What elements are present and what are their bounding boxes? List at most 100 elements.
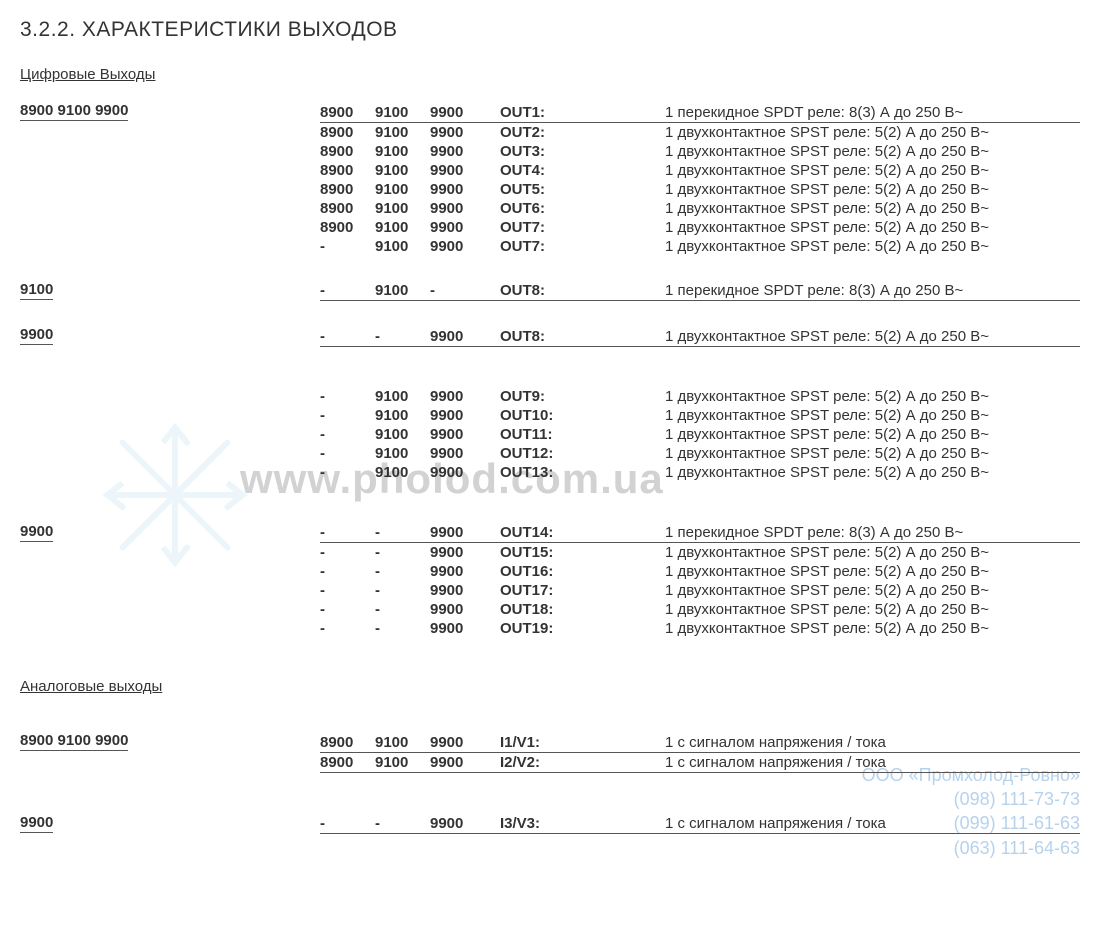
group-cell [20, 752, 320, 772]
table-row: -91009900OUT11:1 двухконтактное SPST рел… [20, 425, 1080, 444]
col-3-cell: 9900 [430, 325, 500, 346]
table-row: 8900 9100 9900890091009900OUT1:1 перекид… [20, 101, 1080, 122]
col-out-cell: OUT7: [500, 237, 665, 256]
col-out-cell: OUT16: [500, 562, 665, 581]
digital-outputs-table: 8900 9100 9900890091009900OUT1:1 перекид… [20, 101, 1080, 638]
col-desc-cell: 1 с сигналом напряжения / тока [665, 813, 1080, 834]
col-desc-cell: 1 двухконтактное SPST реле: 5(2) А до 25… [665, 463, 1080, 482]
col-1-cell: 8900 [320, 218, 375, 237]
col-1-cell: - [320, 406, 375, 425]
col-2-cell: - [375, 813, 430, 834]
col-1-cell: 8900 [320, 122, 375, 142]
group-cell: 9900 [20, 325, 320, 346]
col-3-cell: 9900 [430, 122, 500, 142]
col-1-cell: - [320, 387, 375, 406]
group-cell: 8900 9100 9900 [20, 101, 320, 122]
col-desc-cell: 1 двухконтактное SPST реле: 5(2) А до 25… [665, 406, 1080, 425]
contact-phone-3: (063) 111-64-63 [862, 836, 1080, 860]
table-row: 890091009900OUT2:1 двухконтактное SPST р… [20, 122, 1080, 142]
group-cell [20, 562, 320, 581]
col-3-cell: 9900 [430, 199, 500, 218]
col-out-cell: I2/V2: [500, 752, 665, 772]
col-out-cell: OUT1: [500, 101, 665, 122]
table-row: -91009900OUT12:1 двухконтактное SPST рел… [20, 444, 1080, 463]
table-row: 890091009900OUT5:1 двухконтактное SPST р… [20, 180, 1080, 199]
col-3-cell: 9900 [430, 444, 500, 463]
table-row: -91009900OUT7:1 двухконтактное SPST реле… [20, 237, 1080, 256]
col-2-cell: 9100 [375, 101, 430, 122]
col-3-cell: 9900 [430, 463, 500, 482]
group-cell [20, 142, 320, 161]
col-out-cell: OUT6: [500, 199, 665, 218]
table-row: 890091009900OUT6:1 двухконтактное SPST р… [20, 199, 1080, 218]
col-2-cell: - [375, 325, 430, 346]
col-out-cell: OUT4: [500, 161, 665, 180]
col-desc-cell: 1 двухконтактное SPST реле: 5(2) А до 25… [665, 444, 1080, 463]
col-out-cell: OUT15: [500, 543, 665, 563]
col-3-cell: 9900 [430, 406, 500, 425]
col-out-cell: OUT13: [500, 463, 665, 482]
col-1-cell: - [320, 813, 375, 834]
group-cell [20, 619, 320, 638]
col-3-cell: 9900 [430, 522, 500, 543]
col-desc-cell: 1 перекидное SPDT реле: 8(3) А до 250 В~ [665, 101, 1080, 122]
group-cell: 8900 9100 9900 [20, 731, 320, 752]
col-out-cell: OUT18: [500, 600, 665, 619]
col-1-cell: - [320, 425, 375, 444]
page-heading: 3.2.2. ХАРАКТЕРИСТИКИ ВЫХОДОВ [20, 18, 1080, 42]
col-desc-cell: 1 двухконтактное SPST реле: 5(2) А до 25… [665, 387, 1080, 406]
col-2-cell: 9100 [375, 218, 430, 237]
col-desc-cell: 1 двухконтактное SPST реле: 5(2) А до 25… [665, 581, 1080, 600]
group-cell [20, 180, 320, 199]
col-out-cell: OUT14: [500, 522, 665, 543]
col-2-cell: - [375, 619, 430, 638]
col-1-cell: - [320, 562, 375, 581]
col-2-cell: 9100 [375, 161, 430, 180]
group-cell: 9900 [20, 522, 320, 543]
col-1-cell: - [320, 237, 375, 256]
analog-outputs-subheading: Аналоговые выходы [20, 678, 1080, 695]
col-2-cell: 9100 [375, 280, 430, 301]
group-cell [20, 425, 320, 444]
col-desc-cell: 1 двухконтактное SPST реле: 5(2) А до 25… [665, 237, 1080, 256]
table-row: --9900OUT19:1 двухконтактное SPST реле: … [20, 619, 1080, 638]
col-1-cell: 8900 [320, 101, 375, 122]
group-cell [20, 444, 320, 463]
col-desc-cell: 1 двухконтактное SPST реле: 5(2) А до 25… [665, 619, 1080, 638]
col-2-cell: - [375, 562, 430, 581]
col-2-cell: - [375, 543, 430, 563]
col-2-cell: 9100 [375, 237, 430, 256]
table-row: --9900OUT15:1 двухконтактное SPST реле: … [20, 543, 1080, 563]
group-label: 9900 [20, 814, 53, 833]
table-row: 890091009900OUT3:1 двухконтактное SPST р… [20, 142, 1080, 161]
col-desc-cell: 1 двухконтактное SPST реле: 5(2) А до 25… [665, 325, 1080, 346]
col-1-cell: - [320, 581, 375, 600]
col-1-cell: - [320, 325, 375, 346]
group-cell [20, 199, 320, 218]
col-3-cell: 9900 [430, 581, 500, 600]
col-2-cell: - [375, 581, 430, 600]
group-cell [20, 237, 320, 256]
col-3-cell: 9900 [430, 562, 500, 581]
col-desc-cell: 1 двухконтактное SPST реле: 5(2) А до 25… [665, 562, 1080, 581]
col-out-cell: OUT5: [500, 180, 665, 199]
col-3-cell: 9900 [430, 180, 500, 199]
col-3-cell: 9900 [430, 619, 500, 638]
col-2-cell: 9100 [375, 463, 430, 482]
table-row: 890091009900I2/V2:1 с сигналом напряжени… [20, 752, 1080, 772]
group-label: 8900 9100 9900 [20, 102, 128, 121]
group-cell: 9900 [20, 813, 320, 834]
table-row: 8900 9100 9900890091009900I1/V1:1 с сигн… [20, 731, 1080, 752]
col-out-cell: OUT17: [500, 581, 665, 600]
col-desc-cell: 1 двухконтактное SPST реле: 5(2) А до 25… [665, 425, 1080, 444]
col-out-cell: OUT10: [500, 406, 665, 425]
col-out-cell: OUT3: [500, 142, 665, 161]
col-out-cell: I3/V3: [500, 813, 665, 834]
col-1-cell: 8900 [320, 752, 375, 772]
col-desc-cell: 1 двухконтактное SPST реле: 5(2) А до 25… [665, 142, 1080, 161]
group-label: 8900 9100 9900 [20, 732, 128, 751]
col-2-cell: 9100 [375, 752, 430, 772]
col-1-cell: - [320, 543, 375, 563]
col-out-cell: I1/V1: [500, 731, 665, 752]
col-2-cell: - [375, 522, 430, 543]
